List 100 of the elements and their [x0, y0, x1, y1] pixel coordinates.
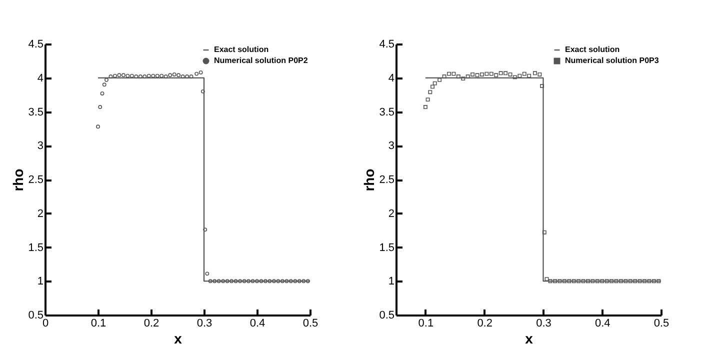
- point: [581, 279, 586, 284]
- y-tick-label: 2.5: [379, 174, 394, 186]
- x-tick-label: 0.4: [250, 318, 266, 330]
- y-tick-label: 2: [37, 208, 44, 220]
- point: [628, 279, 632, 284]
- legend-label: Exact solution: [214, 45, 269, 54]
- x-tick-label: 0.4: [594, 318, 610, 330]
- point: [164, 74, 168, 78]
- point: [185, 74, 190, 78]
- point: [272, 279, 276, 284]
- point: [432, 81, 437, 86]
- point: [542, 230, 546, 234]
- point: [276, 279, 280, 284]
- point: [108, 74, 113, 78]
- point: [595, 279, 600, 284]
- y-tick-label: 4.5: [379, 38, 394, 50]
- y-tick-label: 1.5: [28, 242, 44, 254]
- point: [604, 279, 609, 284]
- legend-label: Numerical solution P0P3: [565, 56, 660, 65]
- point: [442, 74, 446, 78]
- point: [246, 279, 250, 284]
- point: [288, 279, 293, 284]
- point: [302, 279, 306, 284]
- point: [98, 105, 102, 109]
- point: [203, 228, 208, 232]
- point: [610, 279, 614, 284]
- y-tick-label: 2.5: [28, 174, 44, 186]
- point: [280, 279, 284, 284]
- point: [498, 71, 503, 76]
- point: [466, 74, 470, 78]
- point: [428, 90, 432, 94]
- point: [221, 279, 226, 284]
- point: [297, 279, 302, 284]
- point: [548, 279, 552, 284]
- y-tick-label: 0.5: [28, 310, 44, 322]
- point: [216, 279, 221, 284]
- point: [151, 74, 156, 78]
- point: [558, 279, 562, 284]
- point: [518, 74, 522, 78]
- point: [426, 98, 430, 102]
- point: [100, 91, 104, 96]
- point: [562, 279, 566, 284]
- y-tick-label: 2: [388, 208, 394, 220]
- y-tick-label: 1: [388, 276, 394, 288]
- point: [198, 70, 203, 74]
- point: [544, 277, 549, 282]
- point: [642, 279, 646, 284]
- point: [230, 279, 234, 284]
- point: [255, 279, 259, 284]
- point: [638, 279, 642, 284]
- x-tick-label: 0.2: [144, 318, 160, 330]
- point: [475, 73, 480, 78]
- point: [586, 279, 590, 284]
- point: [194, 72, 199, 76]
- point: [618, 279, 623, 284]
- point: [268, 279, 272, 284]
- point: [527, 74, 532, 78]
- point: [600, 279, 604, 284]
- point: [208, 279, 212, 284]
- x-axis-title: x: [525, 330, 534, 346]
- point: [205, 272, 210, 276]
- point: [264, 279, 268, 284]
- point: [126, 74, 130, 78]
- point: [130, 74, 134, 78]
- y-tick-label: 1.5: [379, 242, 394, 254]
- y-tick-label: 0.5: [379, 310, 394, 322]
- point: [121, 73, 126, 78]
- point: [489, 72, 494, 76]
- point: [504, 71, 508, 76]
- point: [647, 279, 652, 284]
- x-tick-label: 0.5: [302, 318, 318, 330]
- y-tick-label: 4.5: [28, 38, 44, 50]
- point: [168, 73, 172, 78]
- point: [134, 74, 138, 78]
- point: [189, 74, 194, 78]
- y-axis-title: rho: [10, 168, 26, 192]
- point: [146, 74, 151, 78]
- point: [614, 279, 618, 284]
- point: [567, 279, 572, 284]
- point: [494, 73, 498, 78]
- y-tick-label: 3.5: [379, 106, 394, 118]
- x-tick-label: 0.2: [477, 318, 492, 330]
- legend-label: Exact solution: [565, 45, 620, 54]
- point: [538, 72, 542, 76]
- point: [652, 279, 656, 284]
- point: [117, 73, 122, 78]
- point: [484, 72, 489, 76]
- point: [180, 74, 185, 78]
- point: [242, 279, 246, 284]
- y-tick-label: 4: [388, 72, 394, 84]
- point: [293, 279, 298, 284]
- x-tick-label: 0.3: [536, 318, 552, 330]
- point: [96, 124, 100, 129]
- point: [284, 279, 289, 284]
- point: [225, 279, 230, 284]
- point: [572, 279, 576, 284]
- y-tick-label: 3: [37, 140, 44, 152]
- point: [461, 76, 466, 81]
- point: [155, 74, 160, 78]
- point: [142, 74, 147, 78]
